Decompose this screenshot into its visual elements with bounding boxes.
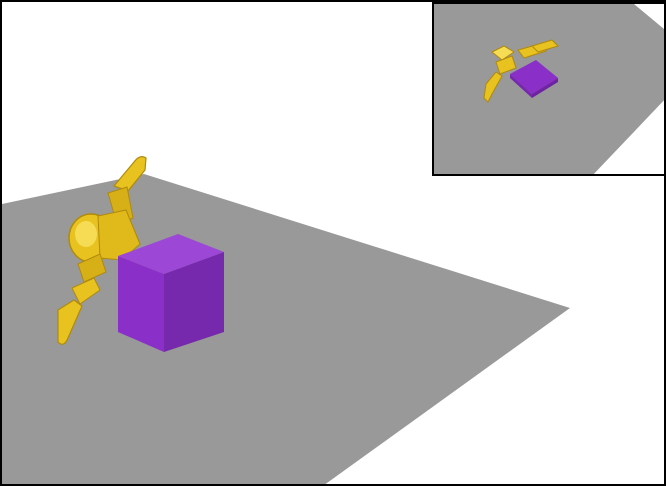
cube-front-face (118, 256, 164, 352)
gripper-upper-finger (112, 156, 147, 192)
purple-cube (118, 234, 224, 352)
gripper-wrist-highlight (75, 221, 97, 247)
top-camera-view (432, 2, 664, 176)
inset-cube-top-face (510, 60, 558, 94)
inset-floor-plane (434, 4, 664, 174)
inset-gripper-top-finger (531, 39, 559, 53)
gripper-lower-link (71, 277, 101, 305)
inset-cube-side-face (532, 78, 558, 98)
inset-scene-svg (434, 4, 664, 174)
inset-gripper-wrist (491, 45, 515, 61)
cube-top-face (118, 234, 224, 274)
inset-cube-front-face (510, 74, 532, 98)
inset-purple-cube (510, 60, 558, 98)
inset-gripper-palm (495, 55, 517, 75)
cube-side-face (164, 252, 224, 352)
gripper-lower-finger (57, 299, 83, 345)
gripper-knuckle (77, 253, 107, 283)
inset-yellow-robot-gripper (483, 39, 559, 103)
inset-gripper-lower-finger (483, 71, 503, 103)
